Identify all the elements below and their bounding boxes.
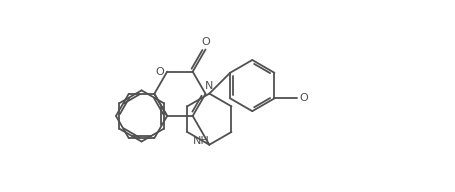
Text: NH: NH [192, 136, 209, 146]
Text: O: O [156, 67, 164, 77]
Text: O: O [201, 37, 209, 47]
Text: O: O [298, 93, 307, 103]
Text: N: N [205, 81, 213, 91]
